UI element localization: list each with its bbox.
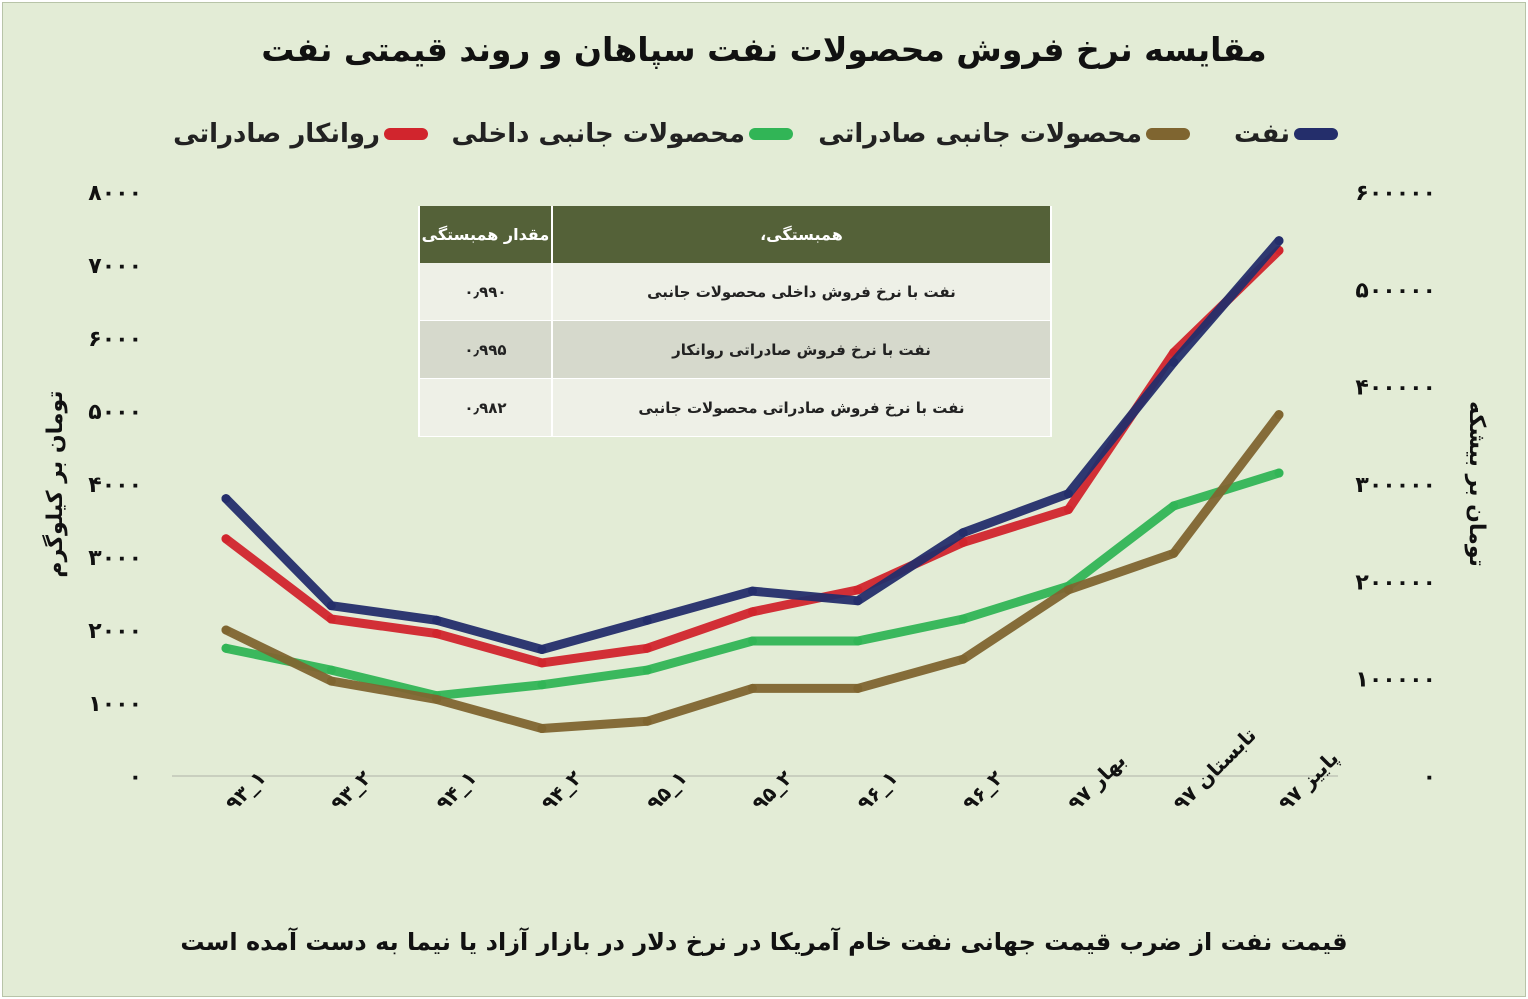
- x-category-label: ۱_۹۵: [642, 766, 692, 816]
- x-category-label: ۲_۹۳: [326, 766, 376, 816]
- legend-item-oil: نفت: [1234, 114, 1338, 154]
- legend-item-export-byproducts: محصولات جانبی صادراتی: [818, 114, 1190, 154]
- y-right-tick-label: ۴۰۰۰۰۰: [1355, 376, 1436, 401]
- series-point-2: [221, 534, 231, 544]
- series-point-1: [853, 683, 863, 693]
- y-left-tick-label: ۲۰۰۰: [88, 619, 142, 644]
- y-left-tick-label: ۰: [129, 765, 142, 790]
- series-point-1: [1063, 585, 1073, 595]
- x-category-label: تابستان ۹۷: [1168, 723, 1261, 816]
- series-point-3: [1274, 236, 1284, 246]
- y-left-tick-label: ۸۰۰۰: [88, 181, 142, 206]
- y-left-tick-label: ۷۰۰۰: [88, 254, 142, 279]
- table-cell-value: ۰٫۹۸۲: [418, 378, 553, 437]
- y-left-tick-label: ۳۰۰۰: [88, 546, 142, 571]
- series-point-3: [326, 601, 336, 611]
- y-right-tick-label: ۰: [1423, 765, 1436, 790]
- series-point-2: [958, 537, 968, 547]
- y-left-tick-label: ۵۰۰۰: [88, 400, 142, 425]
- series-point-0: [537, 680, 547, 690]
- series-point-1: [1169, 548, 1179, 558]
- series-point-0: [1169, 501, 1179, 511]
- series-point-0: [1274, 468, 1284, 478]
- x-category-label: ۱_۹۳: [221, 766, 271, 816]
- series-point-2: [853, 585, 863, 595]
- series-point-1: [642, 716, 652, 726]
- y-right-tick-label: ۵۰۰۰۰۰: [1355, 278, 1436, 303]
- series-point-0: [326, 665, 336, 675]
- series-point-2: [537, 658, 547, 668]
- series-point-0: [958, 614, 968, 624]
- series-point-3: [853, 596, 863, 606]
- table-cell-label: نفت با نرخ فروش داخلی محصولات جانبی: [550, 263, 1053, 321]
- table-header-correlation: همبستگی،: [550, 206, 1053, 263]
- y-right-tick-label: ۳۰۰۰۰۰: [1355, 473, 1436, 498]
- legend-swatch-oil: [1294, 128, 1338, 140]
- legend-swatch-domestic-byproducts: [749, 128, 793, 140]
- series-point-0: [853, 636, 863, 646]
- y-left-tick-label: ۶۰۰۰: [88, 327, 142, 352]
- series-point-1: [221, 625, 231, 635]
- series-point-1: [1274, 410, 1284, 420]
- series-point-1: [958, 654, 968, 664]
- series-point-1: [537, 724, 547, 734]
- series-point-2: [326, 614, 336, 624]
- table-cell-value: ۰٫۹۹۵: [418, 320, 553, 379]
- legend-swatch-export-byproducts: [1146, 128, 1190, 140]
- y-left-axis-title: تومان بر کیلوگرم: [41, 390, 68, 577]
- series-point-3: [958, 528, 968, 538]
- x-category-label: ۲_۹۴: [536, 766, 586, 816]
- series-point-2: [432, 629, 442, 639]
- table-header-value: مقدار همبستگی: [418, 206, 553, 263]
- legend-label-export-byproducts: محصولات جانبی صادراتی: [818, 119, 1142, 149]
- legend-item-export-lubricant: روانکار صادراتی: [173, 114, 428, 154]
- table-row: نفت با نرخ فروش صادراتی محصولات جانبی ۰٫…: [418, 378, 1053, 437]
- x-category-label: ۲_۹۶: [958, 766, 1008, 816]
- series-point-3: [432, 615, 442, 625]
- footnote: قیمت نفت از ضرب قیمت جهانی نفت خام آمریک…: [180, 928, 1348, 956]
- x-category-label: ۱_۹۶: [852, 766, 902, 816]
- series-point-3: [642, 615, 652, 625]
- series-point-1: [748, 683, 757, 693]
- legend-label-export-lubricant: روانکار صادراتی: [173, 119, 380, 149]
- series-point-3: [748, 586, 757, 596]
- table-cell-value: ۰٫۹۹۰: [418, 263, 553, 321]
- y-right-tick-label: ۶۰۰۰۰۰: [1355, 181, 1436, 206]
- table-cell-label: نفت با نرخ فروش صادراتی محصولات جانبی: [550, 378, 1053, 437]
- series-point-3: [1063, 489, 1073, 499]
- series-point-2: [748, 607, 757, 617]
- table-cell-label: نفت با نرخ فروش صادراتی روانکار: [550, 320, 1053, 379]
- y-left-tick-label: ۴۰۰۰: [88, 473, 142, 498]
- table-row: نفت با نرخ فروش داخلی محصولات جانبی ۰٫۹۹…: [418, 263, 1053, 321]
- x-category-label: بهار ۹۷: [1063, 748, 1130, 815]
- series-point-1: [432, 694, 442, 704]
- series-point-3: [537, 644, 547, 654]
- series-point-0: [642, 665, 652, 675]
- x-category-label: ۱_۹۴: [431, 766, 481, 816]
- series-point-3: [1169, 357, 1179, 367]
- table-header-row: همبستگی، مقدار همبستگی: [418, 206, 1053, 263]
- legend-item-domestic-byproducts: محصولات جانبی داخلی: [452, 114, 793, 154]
- series-line-0: [221, 468, 1284, 701]
- y-left-tick-label: ۱۰۰۰: [88, 692, 142, 717]
- x-category-label: ۲_۹۵: [747, 766, 797, 816]
- legend-label-oil: نفت: [1234, 119, 1290, 149]
- series-point-0: [221, 643, 231, 653]
- chart-title: مقایسه نرخ فروش محصولات نفت سپاهان و رون…: [261, 30, 1267, 69]
- series-point-1: [326, 676, 336, 686]
- y-right-tick-label: ۱۰۰۰۰۰: [1355, 668, 1436, 693]
- table-row: نفت با نرخ فروش صادراتی روانکار ۰٫۹۹۵: [418, 320, 1053, 379]
- series-point-2: [1063, 505, 1073, 515]
- correlation-table: همبستگی، مقدار همبستگی نفت با نرخ فروش د…: [418, 206, 1053, 437]
- series-point-0: [748, 636, 757, 646]
- y-right-tick-label: ۲۰۰۰۰۰: [1355, 570, 1436, 595]
- series-point-3: [221, 494, 231, 504]
- y-right-axis-title: تومان بر بیشکه: [1464, 401, 1489, 567]
- legend-swatch-export-lubricant: [384, 128, 428, 140]
- x-category-label: پاییز ۹۷: [1274, 746, 1344, 816]
- series-point-2: [642, 643, 652, 653]
- legend-label-domestic-byproducts: محصولات جانبی داخلی: [451, 119, 745, 149]
